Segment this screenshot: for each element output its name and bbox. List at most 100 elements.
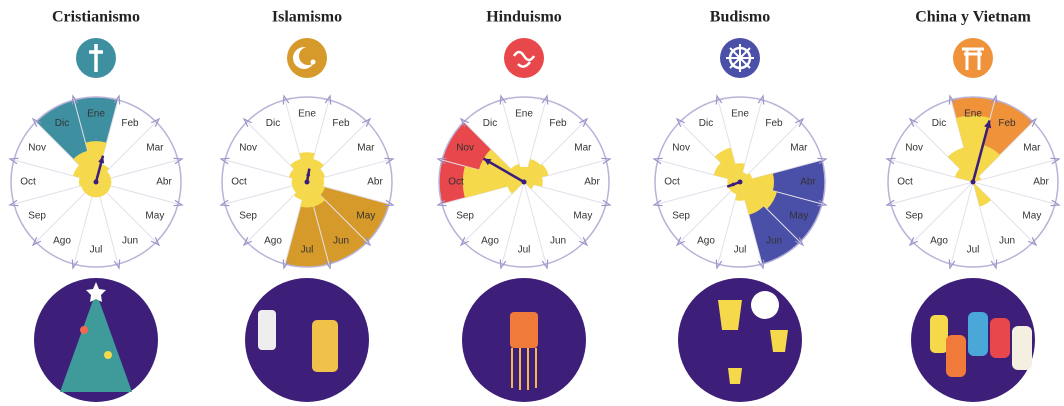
illustration-lantern — [718, 300, 742, 330]
mean-arrow-head — [727, 182, 735, 187]
month-label: Mar — [790, 143, 808, 154]
month-label: Abr — [584, 177, 600, 188]
month-label: Sep — [28, 211, 46, 222]
wedge — [96, 182, 107, 197]
month-label: Jul — [734, 245, 747, 256]
radial-line — [523, 181, 547, 265]
illustration-lantern — [258, 310, 276, 350]
mean-arrow-head — [984, 120, 992, 129]
month-label: Dic — [699, 118, 713, 129]
wedge — [299, 152, 315, 182]
center-dot — [93, 179, 99, 185]
wedge — [96, 171, 111, 182]
wedge — [740, 182, 777, 210]
wedge — [730, 182, 740, 195]
rim-tick — [675, 117, 686, 128]
radial-line — [739, 121, 801, 183]
radial-line — [890, 159, 974, 183]
wedge — [740, 182, 765, 215]
rim-tick — [113, 259, 121, 270]
illustration-lantern — [968, 312, 988, 356]
rim-tick — [499, 94, 507, 105]
month-label: Jun — [550, 236, 566, 247]
month-label: Ene — [515, 109, 533, 120]
mean-arrow — [482, 157, 525, 184]
polar-outline — [10, 96, 182, 268]
highlight-sector — [740, 160, 825, 204]
rim-tick — [908, 236, 919, 247]
radial-line — [501, 181, 525, 265]
icon-cross — [89, 44, 103, 72]
wedge — [524, 159, 541, 182]
month-label: Ene — [298, 109, 316, 120]
rim-tick — [817, 199, 828, 207]
rim-tick — [794, 117, 805, 128]
wedge — [300, 182, 314, 208]
month-label: Jun — [333, 236, 349, 247]
wedge — [290, 159, 307, 182]
month-label: Ago — [264, 236, 282, 247]
month-label: Jun — [999, 236, 1015, 247]
rim-tick — [990, 94, 998, 105]
wedge — [973, 145, 1001, 182]
wedge — [79, 177, 96, 187]
icon-wheel-spokes — [726, 44, 754, 72]
wedge — [954, 168, 973, 182]
month-label: Jul — [518, 245, 531, 256]
radial-line — [950, 181, 974, 265]
rim-tick — [541, 94, 549, 105]
polar-outline — [221, 96, 393, 268]
month-label: May — [356, 211, 375, 222]
wedge — [478, 148, 524, 182]
mean-arrow-head — [306, 168, 311, 177]
rim-tick — [578, 236, 589, 247]
wedge — [713, 162, 740, 182]
wedge — [96, 182, 111, 193]
wedge — [740, 173, 775, 191]
mean-arrow-head — [98, 155, 105, 164]
icon-torii — [962, 47, 984, 70]
month-label: Dic — [483, 118, 497, 129]
month-label: Sep — [239, 211, 257, 222]
rim-tick — [384, 157, 395, 165]
rim-tick — [908, 117, 919, 128]
illustration-lantern — [946, 335, 966, 377]
month-label: Jul — [90, 245, 103, 256]
rim-tick — [499, 259, 507, 270]
icon-om — [512, 50, 536, 68]
rim-tick — [817, 157, 828, 165]
wedge — [307, 159, 324, 182]
wedge — [524, 182, 534, 190]
icon — [953, 38, 993, 78]
wedge — [714, 147, 740, 182]
rim-tick — [1050, 157, 1061, 165]
month-label: Ago — [930, 236, 948, 247]
radial-line — [679, 181, 741, 243]
rim-tick — [219, 157, 230, 165]
rim-tick — [885, 157, 896, 165]
rim-tick — [459, 236, 470, 247]
wedge — [727, 178, 740, 186]
rim-tick — [990, 259, 998, 270]
rim-tick — [361, 117, 372, 128]
chart-title: Budismo — [710, 9, 770, 26]
wedge — [292, 182, 307, 193]
wedge — [740, 172, 748, 182]
illustration-lantern — [312, 320, 338, 372]
chart-title: Cristianismo — [52, 9, 140, 26]
month-label: Jun — [766, 236, 782, 247]
rim-tick — [578, 117, 589, 128]
center-dot — [970, 179, 976, 185]
month-label: Jul — [301, 245, 314, 256]
month-label: May — [789, 211, 808, 222]
month-label: Ene — [964, 109, 982, 120]
month-label: Nov — [28, 143, 46, 154]
polar-chart: China y Vietnam Ene Feb Mar Abr May Jun Jul Ago S… — [885, 9, 1061, 270]
rim-tick — [601, 157, 612, 165]
month-label: May — [145, 211, 164, 222]
month-label: Ago — [481, 236, 499, 247]
wedge — [510, 163, 524, 182]
month-label: Dic — [932, 118, 946, 129]
wedge — [735, 182, 745, 201]
month-label: May — [1022, 211, 1041, 222]
